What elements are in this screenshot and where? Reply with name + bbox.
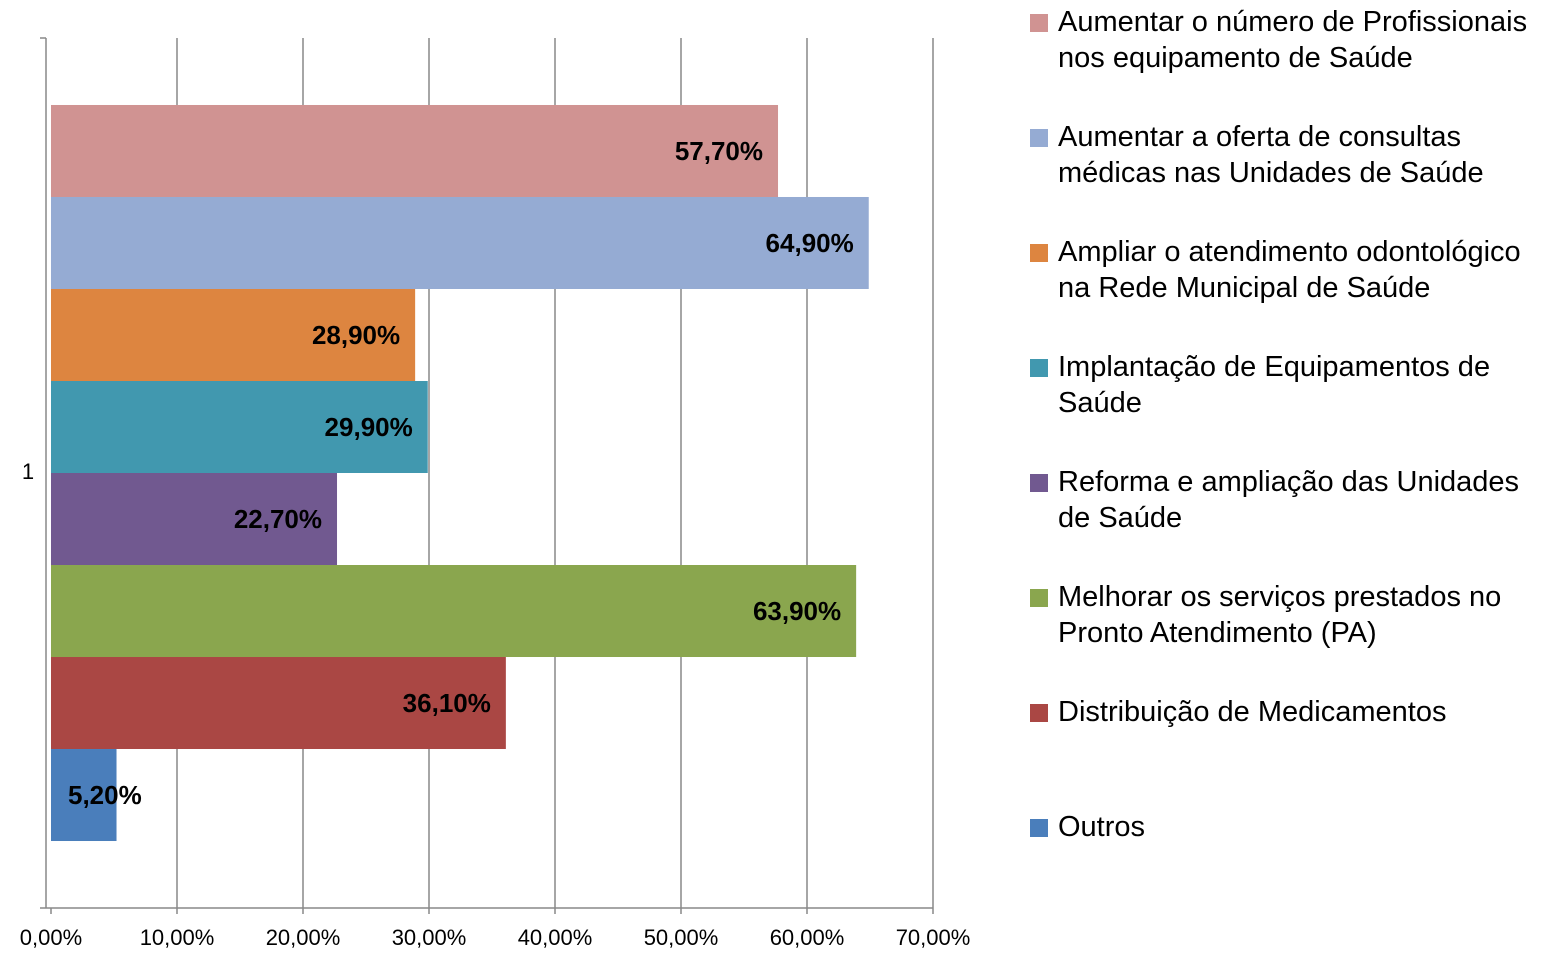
legend-entry: Aumentar a oferta de consultas médicas n… xyxy=(1030,119,1549,191)
data-label: 5,20% xyxy=(68,780,142,810)
legend-entry: Melhorar os serviços prestados no Pronto… xyxy=(1030,579,1549,651)
legend-entry: Ampliar o atendimento odontológico na Re… xyxy=(1030,234,1549,306)
data-label: 63,90% xyxy=(753,596,841,626)
x-tick-label: 70,00% xyxy=(896,925,971,950)
data-label: 64,90% xyxy=(766,228,854,258)
legend-swatch xyxy=(1030,474,1048,492)
legend-label: Melhorar os serviços prestados no Pronto… xyxy=(1058,581,1502,649)
legend-entry: Reforma e ampliação das Unidades de Saúd… xyxy=(1030,464,1549,536)
bar xyxy=(51,104,779,197)
data-label: 36,10% xyxy=(403,688,491,718)
legend-entry: Implantação de Equipamentos de Saúde xyxy=(1030,349,1549,421)
x-tick-label: 50,00% xyxy=(644,925,719,950)
bar xyxy=(51,657,506,750)
data-label: 29,90% xyxy=(325,412,413,442)
x-tick-label: 0,00% xyxy=(20,925,82,950)
bar xyxy=(51,565,857,658)
legend-label: Reforma e ampliação das Unidades de Saúd… xyxy=(1058,466,1520,534)
legend-swatch xyxy=(1030,589,1048,607)
legend-label: Ampliar o atendimento odontológico na Re… xyxy=(1058,236,1521,304)
legend-swatch xyxy=(1030,244,1048,262)
x-tick-label: 60,00% xyxy=(770,925,845,950)
legend-label: Outros xyxy=(1058,811,1146,843)
data-label: 57,70% xyxy=(675,136,763,166)
legend-label: Aumentar a oferta de consultas médicas n… xyxy=(1058,121,1484,189)
data-label: 28,90% xyxy=(312,320,400,350)
data-label: 22,70% xyxy=(234,504,322,534)
legend-swatch xyxy=(1030,704,1048,722)
legend-entry: Outros xyxy=(1030,809,1549,845)
legend-entry: Distribuição de Medicamentos xyxy=(1030,694,1549,730)
x-tick-label: 40,00% xyxy=(518,925,593,950)
bar xyxy=(51,749,117,842)
chart: 0,00% 10,00% 20,00% 30,00% 40,00% 50,00% 60,00… xyxy=(20,37,971,950)
x-tick-label: 20,00% xyxy=(266,925,341,950)
legend-swatch xyxy=(1030,129,1048,147)
legend-swatch xyxy=(1030,14,1048,32)
legend-swatch xyxy=(1030,819,1048,837)
bar xyxy=(51,196,869,289)
y-tick-label: 1 xyxy=(22,459,34,484)
x-tick-label: 30,00% xyxy=(392,925,467,950)
x-tick-label: 10,00% xyxy=(140,925,215,950)
bar xyxy=(51,380,428,473)
legend-entry: Aumentar o número de Profissionais nos e… xyxy=(1030,4,1549,76)
bar xyxy=(51,288,416,381)
legend-swatch xyxy=(1030,359,1048,377)
legend-label: Implantação de Equipamentos de Saúde xyxy=(1058,351,1491,419)
legend-label: Distribuição de Medicamentos xyxy=(1058,696,1447,728)
bar xyxy=(51,473,338,566)
legend-label: Aumentar o número de Profissionais nos e… xyxy=(1058,6,1528,74)
